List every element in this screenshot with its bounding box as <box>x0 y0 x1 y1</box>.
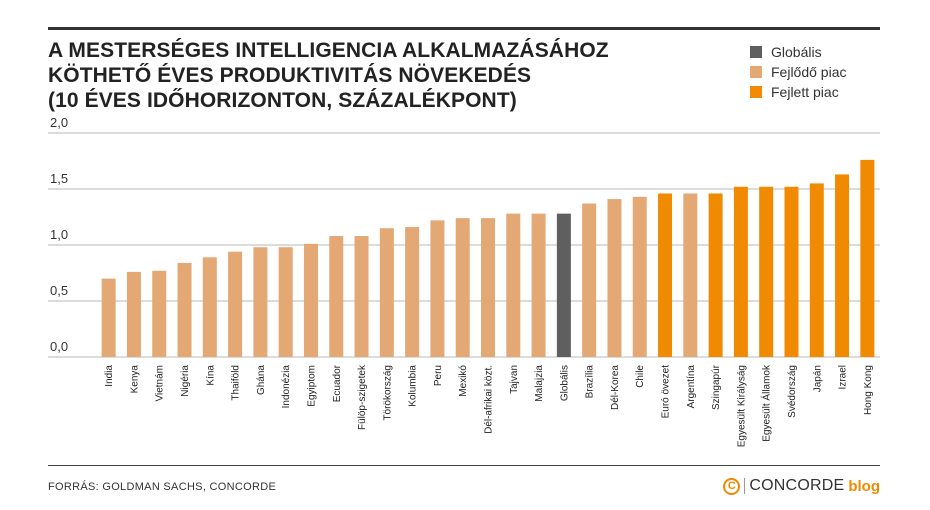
bar <box>329 236 344 357</box>
bar <box>202 257 217 357</box>
bar <box>405 227 420 357</box>
x-tick-label: Fülöp-szigetek <box>357 364 368 430</box>
source-note: FORRÁS: GOLDMAN SACHS, CONCORDE <box>48 481 277 493</box>
x-tick-label: Hong Kong <box>863 365 874 415</box>
x-tick-label: Egyiptom <box>306 365 317 407</box>
x-tick-label: Malajzia <box>534 365 545 402</box>
bar <box>253 247 268 357</box>
bar <box>152 270 167 357</box>
bar <box>835 174 850 357</box>
bar <box>506 213 521 357</box>
legend-item-global: Globális <box>750 42 847 62</box>
legend-item-developed: Fejlett piac <box>750 82 847 102</box>
bar <box>708 193 723 357</box>
x-tick-label: Egyesült Államok <box>760 364 773 442</box>
legend-label-emerging: Fejlődő piac <box>771 64 847 80</box>
bar <box>759 186 774 357</box>
bar <box>126 271 141 357</box>
x-tick-label: Ecuador <box>332 364 343 402</box>
y-tick-label: 1,5 <box>50 171 68 186</box>
bar <box>430 220 445 357</box>
y-tick-label: 2,0 <box>50 115 68 130</box>
chart-title-line-2: KÖTHETŐ ÉVES PRODUKTIVITÁS NÖVEKEDÉS <box>48 64 532 87</box>
bar <box>582 203 597 357</box>
x-tick-label: Mexikó <box>458 365 469 397</box>
x-tick-label: Peru <box>433 365 444 386</box>
bar <box>379 228 394 357</box>
x-tick-label: Nigéria <box>180 365 191 397</box>
chart-title-line-3: (10 ÉVES IDŐHORIZONTON, SZÁZALÉKPONT) <box>48 89 517 112</box>
legend-swatch-emerging <box>750 66 762 78</box>
x-tick-label: Szingapúr <box>711 364 722 410</box>
x-tick-label: Argentína <box>686 365 697 409</box>
x-tick-label: Egyesült Királyság <box>736 365 747 447</box>
x-tick-label: Kína <box>205 365 216 386</box>
bar <box>481 218 495 357</box>
y-tick-label: 0,0 <box>50 339 68 354</box>
bar <box>303 243 318 357</box>
logo-separator <box>744 478 746 494</box>
bar <box>683 193 698 357</box>
x-tick-label: Törökország <box>382 365 393 421</box>
x-tick-label: Dél-Korea <box>610 365 621 410</box>
bar <box>658 193 673 357</box>
x-tick-label: Kolumbia <box>408 365 419 407</box>
bar <box>531 213 546 357</box>
concorde-logo[interactable]: C CONCORDE blog <box>723 477 880 495</box>
x-tick-label: Ghána <box>256 365 267 395</box>
bar <box>784 186 799 357</box>
bar <box>455 218 470 357</box>
x-tick-label: Thaiföld <box>231 365 242 401</box>
chart-title-line-1: A MESTERSÉGES INTELLIGENCIA ALKALMAZÁSÁH… <box>48 39 609 62</box>
bar <box>228 251 243 357</box>
x-tick-label: Euró övezet <box>661 365 672 419</box>
bar <box>556 213 571 357</box>
bar <box>860 159 875 357</box>
chart-title: A MESTERSÉGES INTELLIGENCIA ALKALMAZÁSÁH… <box>48 38 688 113</box>
x-tick-label: Izrael <box>838 365 849 389</box>
concorde-c-icon: C <box>723 477 741 495</box>
bar <box>177 262 192 357</box>
brand-sub: blog <box>848 477 880 495</box>
x-tick-label: Tajvan <box>509 365 520 394</box>
x-tick-label: Indonézia <box>281 365 292 409</box>
x-tick-label: Chile <box>635 365 646 388</box>
legend-swatch-developed <box>750 86 762 98</box>
x-tick-label: India <box>104 365 115 387</box>
legend-label-global: Globális <box>771 44 822 60</box>
x-tick-label: Japán <box>812 365 823 392</box>
legend-item-emerging: Fejlődő piac <box>750 62 847 82</box>
x-tick-label: Svédország <box>787 365 798 418</box>
legend-label-developed: Fejlett piac <box>771 84 839 100</box>
y-tick-label: 0,5 <box>50 283 68 298</box>
brand-name: CONCORDE <box>749 477 845 494</box>
bar <box>278 247 293 357</box>
top-rule <box>48 27 880 30</box>
y-tick-label: 1,0 <box>50 227 68 242</box>
x-tick-label: Globális <box>559 365 570 401</box>
chart-legend: Globális Fejlődő piac Fejlett piac <box>750 42 847 102</box>
bar <box>101 278 116 357</box>
bottom-rule <box>48 465 880 466</box>
legend-swatch-global <box>750 46 762 58</box>
x-tick-label: Kenya <box>129 365 140 394</box>
bar <box>809 183 824 357</box>
x-tick-label: Brazília <box>585 365 596 399</box>
bar <box>632 196 647 357</box>
x-tick-label: Dél-afrikai közt. <box>484 365 495 434</box>
bar <box>607 199 622 357</box>
bar <box>354 236 369 357</box>
bar <box>733 186 748 357</box>
x-tick-label: Vietnám <box>155 365 166 402</box>
